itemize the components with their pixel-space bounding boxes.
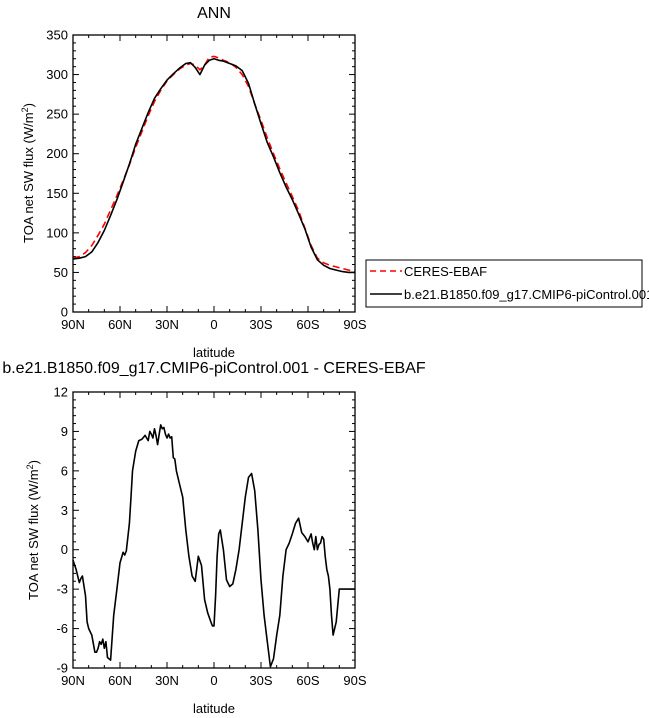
top-chart-y-tick-label: 100 (46, 225, 68, 240)
bottom-chart-series (72, 424, 355, 668)
top-chart-y-tick-label: 150 (46, 186, 68, 201)
top-chart-series-line-0 (72, 55, 356, 273)
top-chart-x-tick-label: 30S (249, 317, 272, 332)
top-chart-y-tick-label: 50 (54, 265, 68, 280)
bottom-chart-title: b.e21.B1850.f09_g17.CMIP6-piControl.001 … (2, 360, 426, 377)
legend-label-model: b.e21.B1850.f09_g17.CMIP6-piControl.001 (404, 287, 649, 302)
top-chart-y-tick-label: 350 (46, 28, 68, 43)
bottom-chart-y-tick-label: 0 (61, 542, 68, 557)
top-chart-x-tick-label: 30N (155, 317, 179, 332)
bottom-chart-x-axis-label: latitude (193, 701, 235, 716)
top-chart-y-tick-label: 0 (61, 305, 68, 320)
bottom-chart-y-tick-label: 3 (61, 503, 68, 518)
top-chart-x-tick-label: 90S (343, 317, 366, 332)
top-chart-x-tick-label: 60S (296, 317, 319, 332)
legend: CERES-EBAF b.e21.B1850.f09_g17.CMIP6-piC… (365, 259, 649, 308)
top-chart-x-axis-label: latitude (193, 345, 235, 360)
bottom-chart-x-tick-label: 90N (61, 673, 85, 688)
top-chart-y-tick-label: 250 (46, 107, 68, 122)
bottom-chart-panel: b.e21.B1850.f09_g17.CMIP6-piControl.001 … (2, 360, 426, 716)
bottom-chart-x-tick-label: 60N (108, 673, 132, 688)
top-chart-y-tick-label: 300 (46, 67, 68, 82)
bottom-chart-series-line-0 (72, 424, 355, 668)
legend-label-ceres: CERES-EBAF (404, 264, 487, 279)
top-chart-x-tick-label: 60N (108, 317, 132, 332)
bottom-chart-ticks: 90N 60N 30N 0 30S 60S 90S -9 -6 -3 0 3 6 9 12 (54, 385, 367, 689)
top-chart-ticks: 90N 60N 30N 0 30S 60S 90S 0 50 100 150 200 250 300 350 (46, 28, 367, 333)
bottom-chart-y-tick-label: -3 (56, 582, 68, 597)
bottom-chart-x-tick-label: 0 (210, 673, 217, 688)
bottom-chart-y-tick-label: -9 (56, 661, 68, 676)
top-chart-panel: ANN 90N 60N 30N 0 30S 60S 90S 0 50 100 150 200 250 30… (20, 5, 367, 360)
bottom-chart-y-tick-label: 6 (61, 463, 68, 478)
top-chart-plot-frame (72, 34, 356, 313)
bottom-chart-y-tick-label: 12 (54, 385, 68, 400)
bottom-chart-x-tick-label: 30N (155, 673, 179, 688)
top-chart-x-tick-label: 90N (61, 317, 85, 332)
bottom-chart-y-axis-label: TOA net SW flux (W/m2) (25, 460, 41, 600)
bottom-chart-x-tick-label: 60S (296, 673, 319, 688)
top-chart-series (72, 55, 356, 274)
top-chart-x-tick-label: 0 (210, 317, 217, 332)
bottom-chart-y-tick-label: 9 (61, 424, 68, 439)
bottom-chart-x-tick-label: 90S (343, 673, 366, 688)
bottom-chart-x-tick-label: 30S (249, 673, 272, 688)
bottom-chart-plot-frame (72, 391, 356, 669)
top-chart-series-line-1 (72, 57, 355, 274)
top-chart-title: ANN (197, 5, 231, 22)
top-chart-y-axis-label: TOA net SW flux (W/m2) (20, 103, 36, 243)
legend-box (365, 259, 643, 308)
bottom-chart-y-tick-label: -6 (56, 621, 68, 636)
top-chart-y-tick-label: 200 (46, 146, 68, 161)
